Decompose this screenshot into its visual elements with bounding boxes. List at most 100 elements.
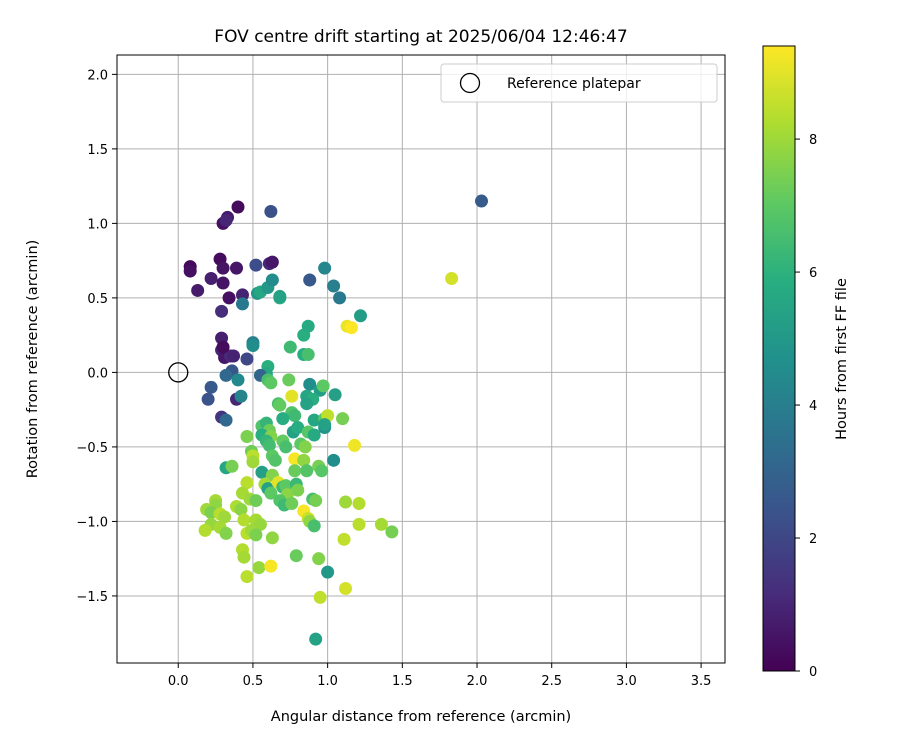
scatter-point — [246, 455, 260, 469]
scatter-point — [191, 283, 205, 297]
legend: Reference platepar — [440, 63, 718, 103]
scatter-point — [204, 380, 218, 394]
scatter-point — [285, 497, 299, 511]
grid — [117, 55, 725, 663]
x-tick-label: 1.5 — [392, 674, 413, 689]
x-tick-label: 3.5 — [691, 674, 712, 689]
scatter-point — [255, 465, 269, 479]
legend-marker — [459, 72, 481, 94]
scatter-point — [240, 476, 254, 490]
x-tick-label: 2.0 — [467, 674, 488, 689]
scatter-point — [339, 581, 353, 595]
scatter-point — [301, 348, 315, 362]
reference-marker-layer — [168, 362, 189, 383]
scatter-point — [327, 279, 341, 293]
scatter-point — [264, 486, 278, 500]
x-tick-label: 2.5 — [541, 674, 562, 689]
x-tick-label: 0.5 — [243, 674, 264, 689]
scatter-point — [235, 297, 249, 311]
legend-box — [440, 63, 718, 103]
x-tick-label: 1.0 — [317, 674, 338, 689]
scatter-point — [475, 194, 489, 208]
scatter-point — [337, 532, 351, 546]
chart-title: FOV centre drift starting at 2025/06/04 … — [214, 27, 627, 47]
y-tick-label: 0.5 — [87, 292, 108, 307]
scatter-point — [198, 523, 212, 537]
scatter-point — [333, 291, 347, 305]
scatter-point — [240, 429, 254, 443]
x-axis-ticks: 0.0 0.5 1.0 1.5 2.0 2.5 3.0 3.5 — [168, 663, 712, 689]
scatter-point — [307, 428, 321, 442]
scatter-point — [264, 376, 278, 390]
plot-frame — [116, 54, 726, 664]
scatter-point — [265, 255, 279, 269]
scatter-point — [288, 409, 302, 423]
scatter-point — [288, 464, 302, 478]
x-tick-label: 3.0 — [616, 674, 637, 689]
scatter-point — [218, 510, 232, 524]
scatter-point — [300, 397, 314, 411]
scatter-point — [318, 418, 332, 432]
scatter-point — [231, 200, 245, 214]
scatter-point — [279, 440, 293, 454]
y-tick-label: 2.0 — [87, 68, 108, 83]
scatter-point — [234, 389, 248, 403]
scatter-point — [336, 412, 350, 426]
scatter-point — [289, 549, 303, 563]
scatter-point — [234, 503, 248, 517]
colorbar-tick-label: 4 — [809, 399, 817, 414]
scatter-point — [352, 497, 366, 511]
scatter-point — [282, 373, 296, 387]
scatter-point — [240, 570, 254, 584]
scatter-point — [291, 483, 305, 497]
y-tick-label: −0.5 — [76, 441, 108, 456]
scatter-point — [303, 377, 317, 391]
y-tick-label: 1.0 — [87, 217, 108, 232]
colorbar-tick-label: 6 — [809, 266, 817, 281]
scatter-point — [445, 272, 459, 286]
scatter-point — [268, 453, 282, 467]
scatter-point — [312, 552, 326, 566]
scatter-point — [264, 204, 278, 218]
scatter-point — [352, 517, 366, 531]
scatter-point — [249, 494, 263, 508]
colorbar-tick-label: 8 — [809, 133, 817, 148]
scatter-point — [219, 368, 233, 382]
scatter-point — [348, 438, 362, 452]
scatter-point — [216, 276, 230, 290]
scatter-point — [315, 464, 329, 478]
scatter-point — [303, 273, 317, 287]
scatter-point — [318, 261, 332, 275]
reference-marker — [168, 362, 189, 383]
scatter-point — [219, 526, 233, 540]
scatter-point — [328, 388, 342, 402]
colorbar-gradient — [762, 45, 796, 672]
scatter-point — [246, 339, 260, 353]
scatter-point — [307, 519, 321, 533]
scatter-point — [230, 261, 244, 275]
y-tick-label: −1.5 — [76, 590, 108, 605]
scatter-point — [273, 398, 287, 412]
colorbar-tick-label: 2 — [809, 532, 817, 547]
scatter-point — [300, 464, 314, 478]
scatter-points — [183, 194, 489, 646]
scatter-point — [285, 389, 299, 403]
scatter-point — [231, 373, 245, 387]
x-axis-label: Angular distance from reference (arcmin) — [271, 709, 571, 725]
y-tick-label: 0.0 — [87, 366, 108, 381]
scatter-point — [297, 453, 311, 467]
scatter-point — [307, 413, 321, 427]
y-tick-label: −1.0 — [76, 515, 108, 530]
scatter-point — [240, 352, 254, 366]
colorbar-label: Hours from first FF file — [834, 278, 850, 440]
scatter-point — [339, 495, 353, 509]
scatter-point — [237, 550, 251, 564]
scatter-point — [309, 494, 323, 508]
scatter-point — [249, 258, 263, 272]
y-tick-label: 1.5 — [87, 143, 108, 158]
scatter-point — [249, 528, 263, 542]
scatter-point — [265, 273, 279, 287]
scatter-point — [309, 632, 323, 646]
x-tick-label: 0.0 — [168, 674, 189, 689]
